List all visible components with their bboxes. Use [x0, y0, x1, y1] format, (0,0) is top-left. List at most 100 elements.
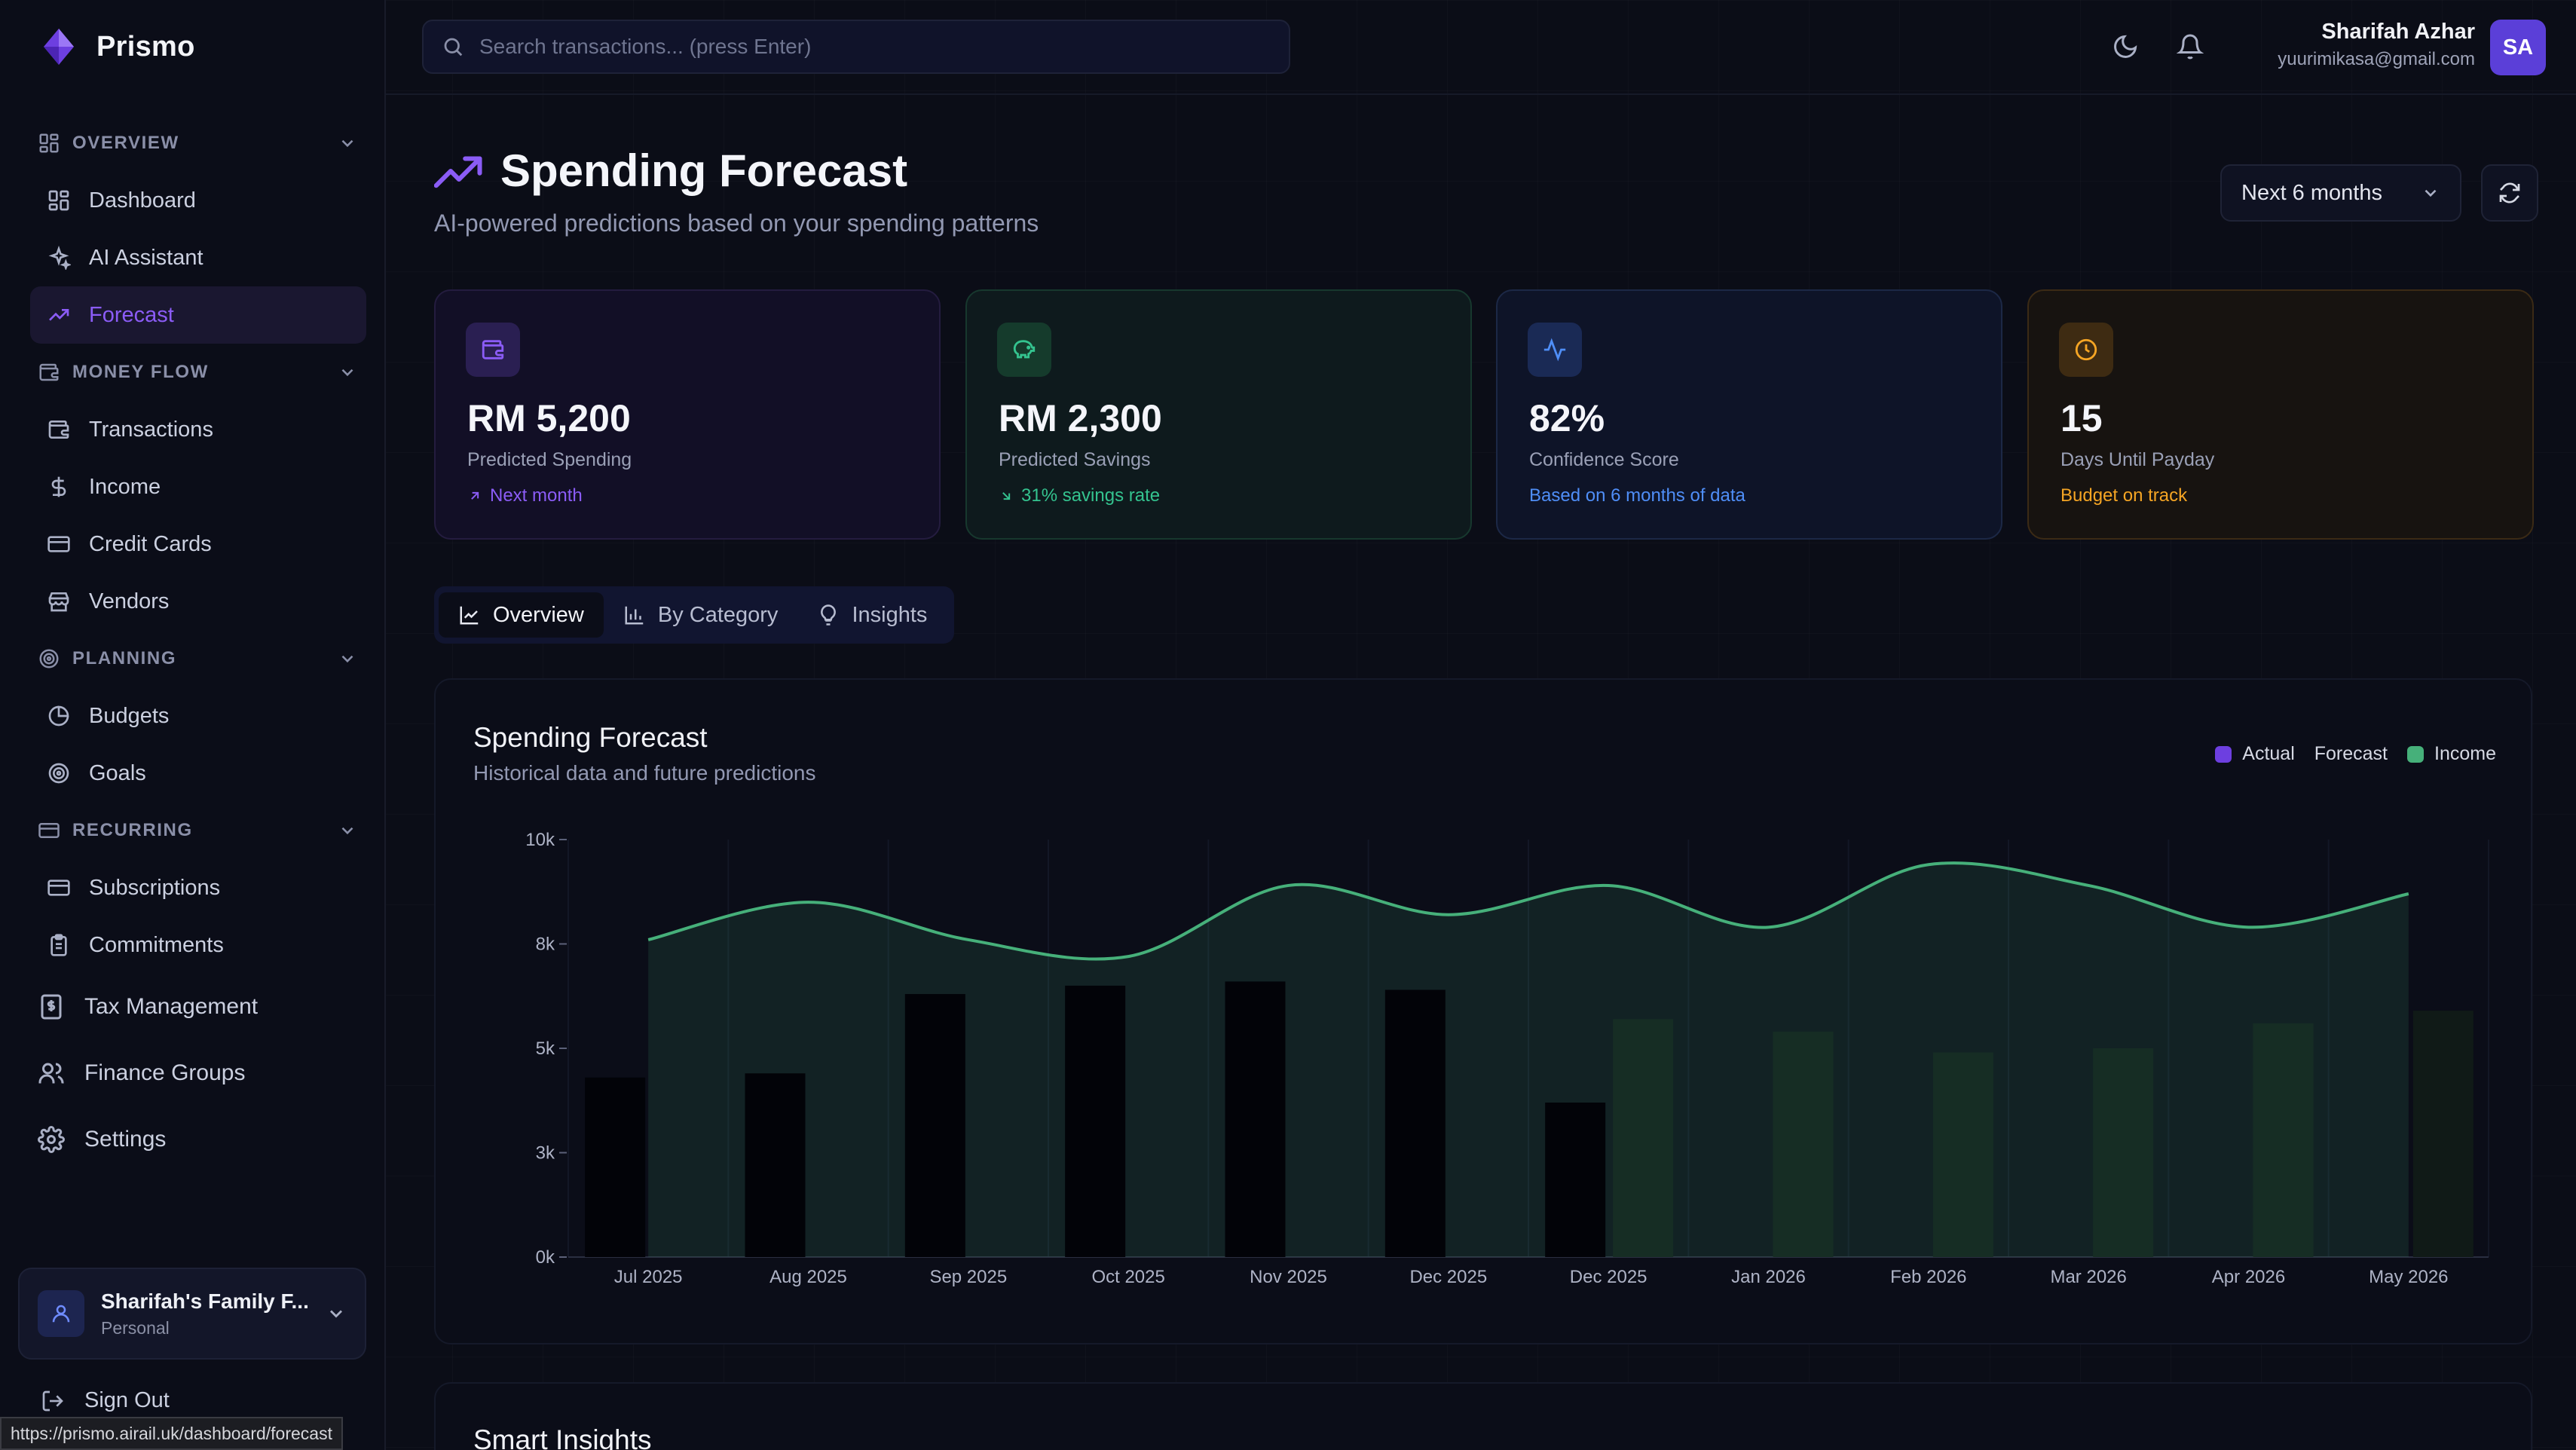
- sidebar-item-label: Goals: [89, 760, 146, 785]
- sidebar-item-label: Tax Management: [84, 994, 259, 1019]
- dollar-icon: [47, 475, 71, 499]
- period-value: Next 6 months: [2241, 180, 2382, 205]
- wallet-icon: [466, 323, 520, 377]
- sidebar-item-tax-management[interactable]: Tax Management: [30, 974, 366, 1040]
- sparkles-icon: [47, 246, 71, 270]
- card-value: 15: [2060, 397, 2103, 439]
- spending-forecast-panel: Spending Forecast Historical data and fu…: [434, 678, 2532, 1344]
- sidebar-item-budgets[interactable]: Budgets: [30, 687, 366, 745]
- activity-icon: [1528, 323, 1582, 377]
- tab-by-category[interactable]: By Category: [604, 592, 798, 638]
- actual-bar: [1225, 981, 1286, 1257]
- card-label: Predicted Savings: [999, 449, 1151, 470]
- forecast-bar: [1773, 1031, 1834, 1257]
- actual-bar: [585, 1077, 646, 1257]
- refresh-button[interactable]: [2481, 164, 2538, 222]
- legend-item-income[interactable]: Income: [2407, 743, 2496, 765]
- user-name: Sharifah Azhar: [2321, 20, 2475, 44]
- x-tick-label: Dec 2025: [1409, 1267, 1487, 1287]
- x-tick-label: May 2026: [2369, 1267, 2448, 1287]
- y-tick-label: 10k: [525, 830, 555, 850]
- chevron-down-icon: [338, 649, 357, 668]
- sidebar-item-label: Transactions: [89, 417, 213, 442]
- grid-icon: [38, 132, 60, 154]
- sidebar-nav: OVERVIEW Dashboard AI Assistant Forecast…: [30, 115, 366, 1173]
- sidebar-item-income[interactable]: Income: [30, 458, 366, 515]
- card-note: Budget on track: [2060, 485, 2187, 506]
- tab-overview[interactable]: Overview: [439, 592, 604, 638]
- x-tick-label: Dec 2025: [1570, 1267, 1647, 1287]
- piggy-bank-icon: [997, 323, 1051, 377]
- bell-icon[interactable]: [2177, 33, 2204, 60]
- search-bar[interactable]: [422, 20, 1290, 74]
- search-input[interactable]: [479, 35, 1289, 59]
- actual-bar: [1065, 985, 1126, 1257]
- refresh-icon: [2498, 181, 2522, 205]
- forecast-bar: [2412, 1011, 2474, 1257]
- sidebar-item-label: Subscriptions: [89, 875, 221, 900]
- avatar[interactable]: SA: [2490, 20, 2546, 75]
- card-note-text: Budget on track: [2060, 485, 2188, 506]
- sidebar-item-commitments[interactable]: Commitments: [30, 916, 366, 974]
- credit-card-icon: [47, 876, 71, 900]
- page-subtitle: AI-powered predictions based on your spe…: [434, 210, 1039, 237]
- gear-icon: [38, 1126, 65, 1153]
- chevron-down-icon: [2421, 183, 2440, 203]
- sidebar-item-transactions[interactable]: Transactions: [30, 401, 366, 458]
- chart-legend: Actual Forecast Income: [2215, 743, 2496, 765]
- target-icon: [38, 647, 60, 670]
- log-out-icon: [41, 1389, 65, 1413]
- sign-out-button[interactable]: Sign Out: [41, 1388, 170, 1413]
- sidebar-item-settings[interactable]: Settings: [30, 1106, 366, 1173]
- sidebar-item-label: Credit Cards: [89, 531, 212, 556]
- sidebar-item-vendors[interactable]: Vendors: [30, 573, 366, 630]
- sidebar-item-ai-assistant[interactable]: AI Assistant: [30, 229, 366, 286]
- dashboard-icon: [47, 188, 71, 213]
- forecast-tabs: Overview By Category Insights: [434, 586, 954, 644]
- tab-insights[interactable]: Insights: [797, 592, 947, 638]
- sidebar-item-forecast[interactable]: Forecast: [30, 286, 366, 344]
- users-icon: [38, 1060, 65, 1087]
- user-info[interactable]: Sharifah Azhar yuurimikasa@gmail.com: [2278, 20, 2475, 70]
- x-tick-label: Feb 2026: [1890, 1267, 1966, 1287]
- workspace-type: Personal: [101, 1317, 170, 1338]
- line-chart-icon: [458, 604, 481, 626]
- sidebar-item-label: Settings: [84, 1127, 167, 1152]
- brand[interactable]: Prismo: [41, 27, 195, 66]
- chart-title: Spending Forecast: [473, 722, 708, 753]
- credit-card-icon: [47, 532, 71, 556]
- sidebar-item-label: Budgets: [89, 703, 170, 728]
- sidebar-item-subscriptions[interactable]: Subscriptions: [30, 859, 366, 916]
- tab-label: Overview: [493, 602, 584, 627]
- card-value: RM 2,300: [999, 397, 1162, 439]
- y-tick-label: 8k: [536, 935, 555, 955]
- x-tick-label: Oct 2025: [1091, 1267, 1164, 1287]
- x-tick-label: Nov 2025: [1250, 1267, 1327, 1287]
- trending-up-icon: [47, 303, 71, 327]
- legend-swatch: [2215, 745, 2232, 763]
- section-recurring[interactable]: RECURRING: [30, 802, 366, 859]
- pie-chart-icon: [47, 704, 71, 728]
- legend-item-forecast[interactable]: Forecast: [2314, 743, 2388, 765]
- sidebar-item-label: Dashboard: [89, 188, 196, 213]
- legend-item-actual[interactable]: Actual: [2215, 743, 2295, 765]
- sidebar-item-dashboard[interactable]: Dashboard: [30, 172, 366, 229]
- section-overview[interactable]: OVERVIEW: [30, 115, 366, 172]
- chevron-down-icon: [338, 362, 357, 382]
- receipt-icon: [38, 993, 65, 1020]
- sidebar-item-credit-cards[interactable]: Credit Cards: [30, 515, 366, 573]
- user-icon: [38, 1290, 84, 1337]
- section-planning[interactable]: PLANNING: [30, 630, 366, 687]
- card-value: 82%: [1529, 397, 1605, 439]
- workspace-switcher[interactable]: Sharifah's Family F... Personal: [18, 1268, 366, 1360]
- card-note-text: 31% savings rate: [1021, 485, 1161, 506]
- moon-icon[interactable]: [2112, 33, 2139, 60]
- section-money-flow[interactable]: MONEY FLOW: [30, 344, 366, 401]
- brand-name: Prismo: [96, 30, 195, 63]
- section-label: RECURRING: [72, 820, 193, 840]
- card-label: Confidence Score: [1529, 449, 1679, 470]
- arrow-up-right-icon: [467, 488, 482, 503]
- sidebar-item-finance-groups[interactable]: Finance Groups: [30, 1040, 366, 1106]
- period-select[interactable]: Next 6 months: [2220, 164, 2461, 222]
- sidebar-item-goals[interactable]: Goals: [30, 745, 366, 802]
